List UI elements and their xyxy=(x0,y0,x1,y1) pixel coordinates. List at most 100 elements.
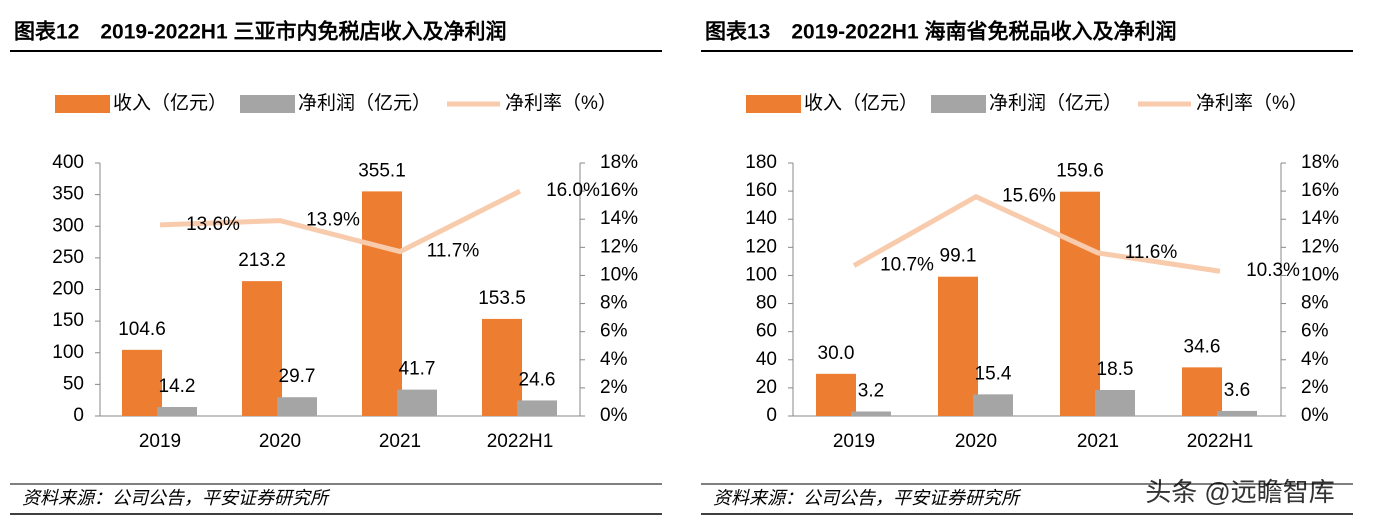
bar xyxy=(122,349,162,416)
x-tick-label: 2021 xyxy=(1077,431,1119,452)
legend-label: 收入（亿元） xyxy=(804,92,918,114)
value-label: 16.0% xyxy=(546,180,600,201)
bar xyxy=(517,400,557,416)
chart-title: 图表12 2019-2022H1 三亚市内免税店收入及净利润 xyxy=(14,20,506,44)
y2-tick-label: 12% xyxy=(1301,236,1339,257)
source: 资料来源：公司公告，平安证券研究所 xyxy=(22,488,331,508)
x-tick-label: 2022H1 xyxy=(487,431,554,452)
bar xyxy=(1060,191,1100,416)
legend-label: 净利润（亿元） xyxy=(298,92,431,114)
bar xyxy=(1182,367,1222,416)
y2-tick-label: 10% xyxy=(1301,264,1339,285)
y2-tick-label: 0% xyxy=(600,405,628,426)
y2-tick-label: 14% xyxy=(1301,208,1339,229)
y-tick-label: 100 xyxy=(52,342,84,363)
y2-tick-label: 8% xyxy=(1301,293,1329,314)
y-tick-label: 40 xyxy=(756,349,777,370)
bar xyxy=(1217,410,1257,416)
bar xyxy=(482,318,522,416)
value-label: 11.7% xyxy=(427,241,480,262)
legend-swatch xyxy=(240,95,295,113)
value-label: 11.6% xyxy=(1125,242,1178,263)
y-tick-label: 160 xyxy=(745,180,777,201)
y-tick-label: 250 xyxy=(52,247,84,268)
source: 资料来源：公司公告，平安证券研究所 xyxy=(713,488,1022,508)
bar xyxy=(816,373,856,416)
bar xyxy=(1095,389,1135,416)
legend-swatch xyxy=(931,95,986,113)
y-tick-label: 400 xyxy=(52,152,84,173)
value-label: 159.6 xyxy=(1056,161,1104,182)
bar xyxy=(938,276,978,416)
bar xyxy=(851,411,891,416)
legend-label: 收入（亿元） xyxy=(113,92,227,114)
y2-tick-label: 6% xyxy=(1301,321,1329,342)
legend-label: 净利率（%） xyxy=(505,92,617,114)
y2-tick-label: 2% xyxy=(600,377,628,398)
value-label: 153.5 xyxy=(478,288,526,309)
y-tick-label: 20 xyxy=(756,377,777,398)
value-label: 355.1 xyxy=(358,160,406,181)
value-label: 3.6 xyxy=(1224,380,1250,401)
bar xyxy=(973,394,1013,416)
value-label: 41.7 xyxy=(399,359,436,380)
y2-tick-label: 18% xyxy=(1301,152,1339,173)
watermark: 头条 @远瞻智库 xyxy=(1145,477,1335,507)
y-tick-label: 0 xyxy=(766,405,777,426)
value-label: 30.0 xyxy=(818,343,855,364)
y-tick-label: 200 xyxy=(52,279,84,300)
y2-tick-label: 16% xyxy=(600,180,638,201)
y-tick-label: 0 xyxy=(73,405,84,426)
value-label: 13.9% xyxy=(306,210,360,231)
y-tick-label: 350 xyxy=(52,184,84,205)
value-label: 29.7 xyxy=(279,366,316,387)
bar xyxy=(157,407,197,416)
bar xyxy=(397,389,437,416)
line xyxy=(159,188,522,255)
y2-tick-label: 4% xyxy=(1301,349,1329,370)
x-tick-label: 2020 xyxy=(955,431,997,452)
y-tick-label: 60 xyxy=(756,321,777,342)
value-label: 18.5 xyxy=(1097,359,1134,380)
x-tick-label: 2021 xyxy=(379,431,421,452)
y-tick-label: 100 xyxy=(745,264,777,285)
y2-tick-label: 16% xyxy=(1301,180,1339,201)
value-label: 15.4 xyxy=(975,363,1012,384)
x-tick-label: 2019 xyxy=(139,431,181,452)
x-tick-label: 2022H1 xyxy=(1187,431,1254,452)
line xyxy=(852,193,1221,274)
value-label: 24.6 xyxy=(519,369,556,390)
value-label: 13.6% xyxy=(186,214,240,235)
value-label: 10.3% xyxy=(1246,260,1300,281)
y-tick-label: 180 xyxy=(745,152,777,173)
value-label: 34.6 xyxy=(1184,336,1221,357)
y-tick-label: 120 xyxy=(745,236,777,257)
y2-tick-label: 14% xyxy=(600,208,638,229)
chart-title: 图表13 2019-2022H1 海南省免税品收入及净利润 xyxy=(705,20,1176,44)
value-label: 15.6% xyxy=(1002,186,1056,207)
y2-tick-label: 12% xyxy=(600,236,638,257)
y-tick-label: 80 xyxy=(756,293,777,314)
legend-label: 净利润（亿元） xyxy=(989,92,1122,114)
value-label: 3.2 xyxy=(858,381,884,402)
value-label: 104.6 xyxy=(118,319,166,340)
y-tick-label: 140 xyxy=(745,208,777,229)
y2-tick-label: 2% xyxy=(1301,377,1329,398)
y2-tick-label: 18% xyxy=(600,152,638,173)
x-tick-label: 2019 xyxy=(833,431,875,452)
bar xyxy=(277,397,317,416)
y2-tick-label: 6% xyxy=(600,321,628,342)
legend-label: 净利率（%） xyxy=(1196,92,1308,114)
y-tick-label: 150 xyxy=(52,310,84,331)
value-label: 99.1 xyxy=(940,246,977,267)
bar xyxy=(362,191,402,416)
legend-swatch xyxy=(55,95,110,113)
value-label: 10.7% xyxy=(880,255,934,276)
y-tick-label: 50 xyxy=(63,373,84,394)
y-tick-label: 300 xyxy=(52,215,84,236)
value-label: 213.2 xyxy=(238,250,286,271)
y2-tick-label: 8% xyxy=(600,293,628,314)
y2-tick-label: 4% xyxy=(600,349,628,370)
legend-swatch xyxy=(746,95,801,113)
